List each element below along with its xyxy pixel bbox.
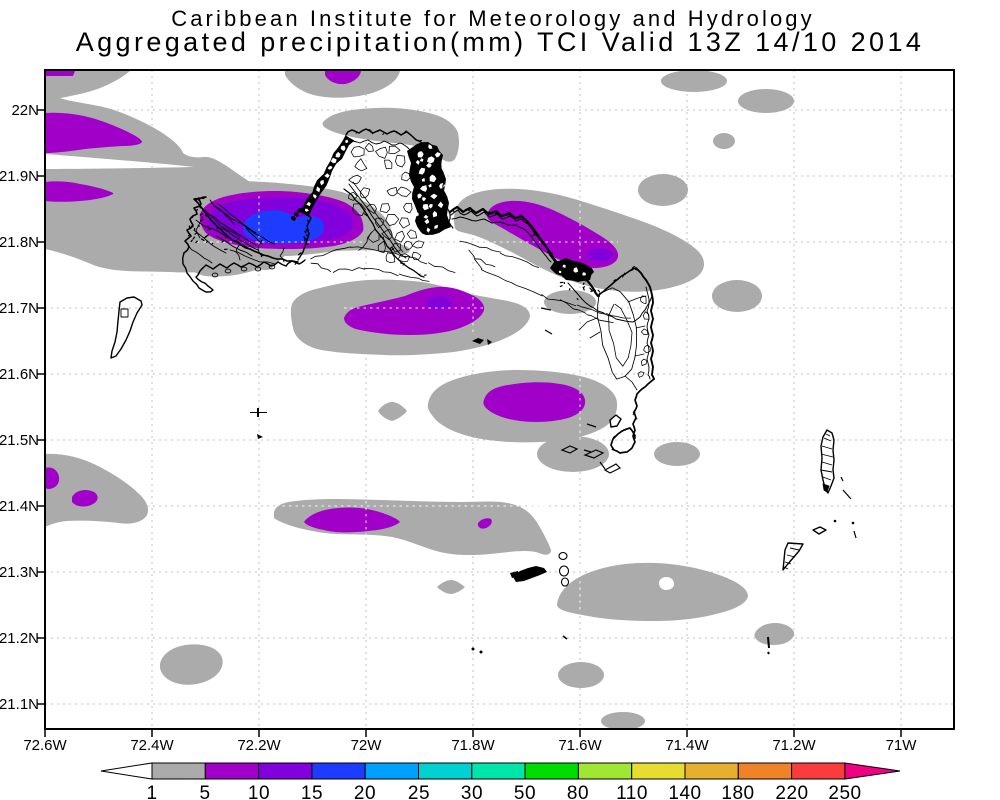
svg-text:80: 80 [567, 783, 589, 800]
svg-text:72.2W: 72.2W [237, 737, 281, 754]
svg-text:50: 50 [514, 783, 536, 800]
svg-text:15: 15 [301, 783, 323, 800]
svg-text:71.8W: 71.8W [451, 737, 495, 754]
svg-text:5: 5 [199, 783, 210, 800]
svg-text:220: 220 [775, 783, 808, 800]
svg-text:180: 180 [721, 783, 754, 800]
svg-text:21.7N: 21.7N [0, 300, 39, 317]
svg-text:20: 20 [354, 783, 376, 800]
svg-text:21.5N: 21.5N [0, 432, 39, 449]
svg-text:71.2W: 71.2W [772, 737, 816, 754]
svg-text:72.4W: 72.4W [130, 737, 174, 754]
svg-text:21.1N: 21.1N [0, 696, 39, 713]
svg-text:Caribbean Institute for Meteor: Caribbean Institute for Meteorology and … [171, 6, 815, 31]
svg-text:71.6W: 71.6W [558, 737, 602, 754]
svg-text:71W: 71W [886, 737, 918, 754]
svg-text:21.6N: 21.6N [0, 366, 39, 383]
svg-text:21.9N: 21.9N [0, 168, 39, 185]
svg-text:22N: 22N [11, 102, 39, 119]
svg-text:110: 110 [616, 783, 648, 800]
svg-text:21.4N: 21.4N [0, 498, 39, 515]
svg-text:250: 250 [828, 783, 861, 800]
svg-text:72W: 72W [351, 737, 383, 754]
svg-text:1: 1 [146, 783, 157, 800]
svg-text:21.8N: 21.8N [0, 234, 39, 251]
svg-text:71.4W: 71.4W [665, 737, 709, 754]
svg-text:21.2N: 21.2N [0, 630, 39, 647]
svg-text:72.6W: 72.6W [23, 737, 67, 754]
svg-text:Aggregated precipitation(mm) T: Aggregated precipitation(mm) TCI Valid 1… [76, 27, 925, 57]
svg-text:25: 25 [408, 783, 430, 800]
svg-text:21.3N: 21.3N [0, 564, 39, 581]
svg-text:10: 10 [248, 783, 270, 800]
svg-text:140: 140 [668, 783, 701, 800]
svg-text:30: 30 [461, 783, 483, 800]
